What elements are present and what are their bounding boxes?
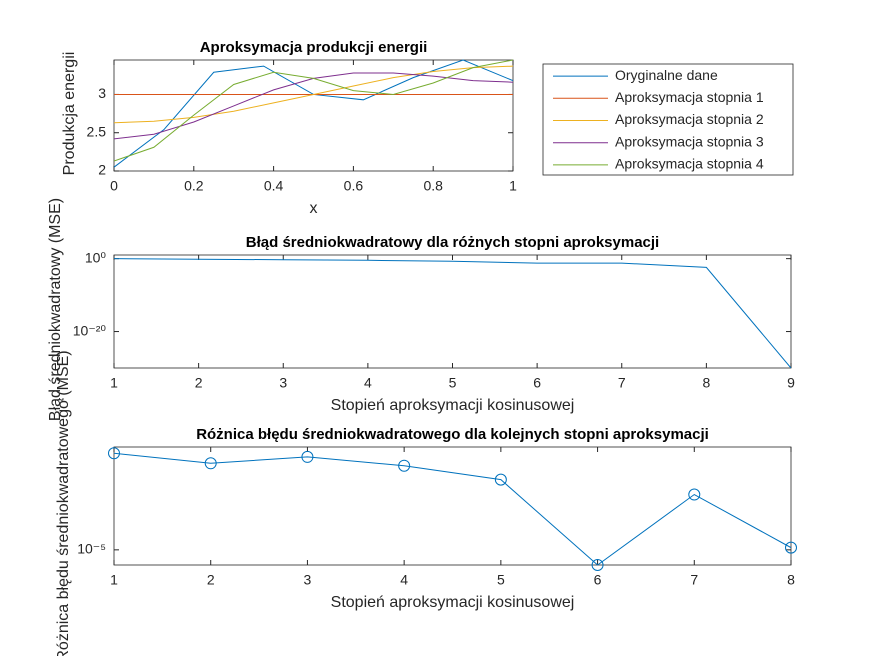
x-axis-label: Stopień aproksymacji kosinusowej	[331, 594, 575, 611]
x-tick-label: 4	[400, 572, 408, 588]
x-tick-label: 6	[533, 375, 541, 391]
y-tick-label: 3	[98, 85, 106, 101]
x-tick-label: 2	[207, 572, 215, 588]
series-line	[114, 258, 791, 369]
marker	[398, 459, 411, 472]
legend-label: Oryginalne dane	[615, 67, 718, 83]
x-tick-label: 3	[279, 375, 287, 391]
y-axis-label: Produkcja energii	[61, 52, 78, 176]
x-tick-label: 5	[449, 375, 457, 391]
x-tick-label: 2	[195, 375, 203, 391]
x-tick-label: 1	[509, 178, 517, 194]
marker	[785, 541, 797, 554]
x-tick-label: 0.6	[344, 178, 364, 194]
x-tick-label: 0.4	[264, 178, 284, 194]
axes-box	[113, 59, 514, 172]
x-axis-label: x	[310, 200, 318, 217]
chart-title: Różnica błędu średniokwadratowego dla ko…	[196, 426, 709, 443]
chart-title: Aproksymacja produkcji energii	[200, 39, 428, 56]
marker	[204, 457, 217, 470]
x-axis-label: Stopień aproksymacji kosinusowej	[331, 397, 575, 414]
chart-title: Błąd średniokwadratowy dla różnych stopn…	[246, 234, 659, 251]
series-line	[114, 65, 513, 124]
x-tick-label: 4	[364, 375, 372, 391]
legend-label: Aproksymacja stopnia 1	[615, 89, 764, 105]
series-line	[114, 452, 791, 566]
y-tick-label: 2.5	[87, 123, 107, 139]
legend-label: Aproksymacja stopnia 4	[615, 156, 764, 172]
y-axis-label: Błąd średniokwadratowy (MSE)	[47, 198, 64, 421]
y-tick-label: 10⁰	[85, 249, 107, 265]
x-tick-label: 6	[594, 572, 602, 588]
marker	[688, 488, 701, 501]
x-tick-label: 5	[497, 572, 505, 588]
legend-box	[542, 63, 794, 176]
y-tick-label: 10⁻²⁰	[73, 322, 107, 338]
y-axis-label: Różnica błędu średniokwadratowego (MSE)	[55, 350, 72, 656]
marker	[108, 447, 120, 460]
x-tick-label: 3	[304, 572, 312, 588]
legend-label: Aproksymacja stopnia 2	[615, 111, 764, 127]
x-tick-label: 1	[110, 572, 118, 588]
x-tick-label: 1	[110, 375, 118, 391]
marker	[591, 559, 604, 571]
y-tick-label: 10⁻⁵	[77, 541, 106, 557]
x-tick-label: 0	[110, 178, 118, 194]
series-line	[114, 59, 513, 162]
x-tick-label: 7	[690, 572, 698, 588]
x-tick-label: 0.8	[423, 178, 443, 194]
legend-label: Aproksymacja stopnia 3	[615, 133, 764, 149]
x-tick-label: 8	[702, 375, 710, 391]
x-tick-label: 8	[787, 572, 795, 588]
x-tick-label: 7	[618, 375, 626, 391]
y-tick-label: 2	[98, 162, 106, 178]
marker	[301, 450, 314, 463]
marker	[494, 473, 507, 486]
x-tick-label: 0.2	[184, 178, 204, 194]
axes-box	[113, 254, 792, 369]
x-tick-label: 9	[787, 375, 795, 391]
